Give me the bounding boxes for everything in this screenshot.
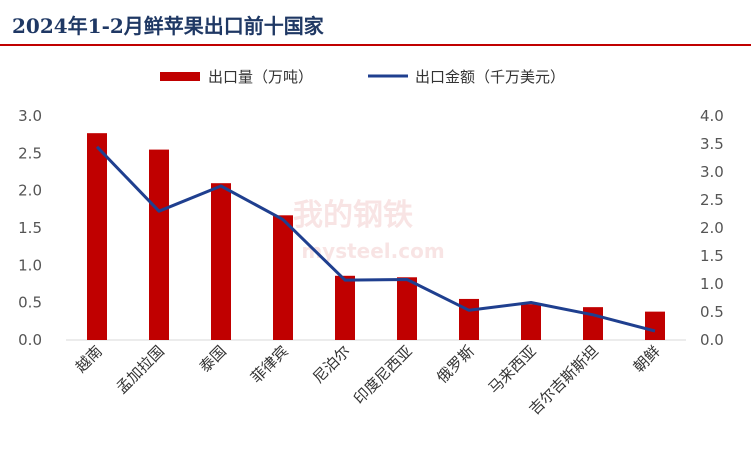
legend-label-line: 出口金额（千万美元） <box>415 68 565 86</box>
bar <box>645 311 665 340</box>
y-right-tick-label: 3.0 <box>700 163 724 181</box>
y-right-tick-label: 1.0 <box>700 275 724 293</box>
y-left-tick-label: 1.5 <box>18 219 42 237</box>
bar <box>273 215 293 340</box>
watermark-text: 我的钢铁 <box>293 198 413 233</box>
series-line <box>95 145 656 333</box>
y-right-tick-label: 2.5 <box>700 191 724 209</box>
y-left-tick-label: 0.0 <box>18 331 42 349</box>
y-axis-left: 0.0 0.5 1.0 1.5 2.0 2.5 3.0 <box>18 107 42 349</box>
y-left-tick-label: 0.5 <box>18 294 42 312</box>
y-right-tick-label: 1.5 <box>700 247 724 265</box>
bar <box>459 298 479 340</box>
x-category-label: 泰国 <box>196 342 230 376</box>
bar <box>211 183 231 340</box>
bar-series <box>87 133 665 340</box>
y-right-tick-label: 0.5 <box>700 303 724 321</box>
bar <box>397 277 417 340</box>
x-category-label: 越南 <box>72 342 106 376</box>
chart-title: 2024年1-2月鲜苹果出口前十国家 <box>12 14 324 38</box>
bar <box>521 304 541 340</box>
y-right-tick-label: 4.0 <box>700 107 724 125</box>
y-axis-right: 0.0 0.5 1.0 1.5 2.0 2.5 3.0 3.5 4.0 <box>700 107 724 349</box>
line-series <box>95 145 656 333</box>
watermark: 我的钢铁 mysteel.com <box>293 198 445 263</box>
x-category-label: 印度尼西亚 <box>350 342 416 408</box>
legend-label-bar: 出口量（万吨） <box>208 68 313 86</box>
y-left-tick-label: 1.0 <box>18 256 42 274</box>
x-category-label: 俄罗斯 <box>433 342 478 387</box>
y-left-tick-label: 3.0 <box>18 107 42 125</box>
x-category-label: 朝鲜 <box>630 342 664 376</box>
x-category-label: 菲律宾 <box>247 342 292 387</box>
legend-swatch-bar <box>160 72 200 81</box>
x-category-label: 孟加拉国 <box>113 342 168 397</box>
y-right-tick-label: 0.0 <box>700 331 724 349</box>
title-bar: 2024年1-2月鲜苹果出口前十国家 <box>0 0 751 46</box>
y-right-tick-label: 3.5 <box>700 135 724 153</box>
bar <box>87 133 107 340</box>
legend: 出口量（万吨） 出口金额（千万美元） <box>160 68 565 86</box>
x-category-label: 马来西亚 <box>485 342 540 397</box>
y-right-tick-label: 2.0 <box>700 219 724 237</box>
bar <box>149 149 169 340</box>
y-left-tick-label: 2.5 <box>18 144 42 162</box>
y-left-tick-label: 2.0 <box>18 182 42 200</box>
x-category-label: 尼泊尔 <box>309 342 354 387</box>
bar <box>335 275 355 340</box>
